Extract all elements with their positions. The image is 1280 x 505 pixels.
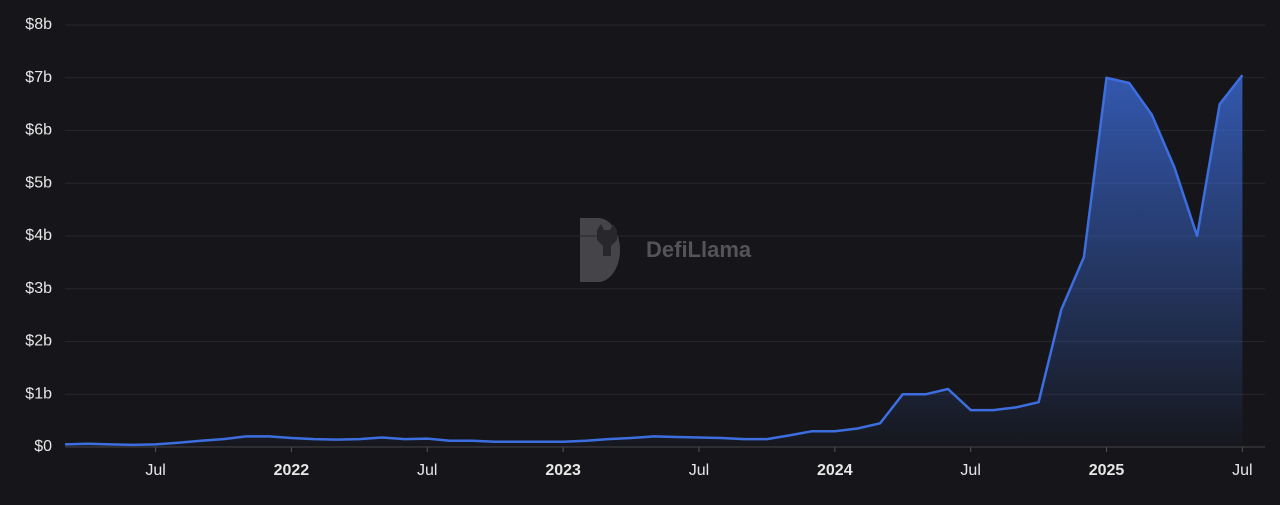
line: [64, 74, 1244, 447]
x-tick-label: 2022: [274, 462, 310, 479]
y-tick-label: $1b: [25, 385, 52, 402]
x-tick-label: Jul: [1232, 462, 1252, 479]
x-tick-label: Jul: [960, 462, 980, 479]
watermark: DefiLlama: [580, 218, 752, 282]
y-tick-label: $4b: [25, 227, 52, 244]
x-tick-label: Jul: [689, 462, 709, 479]
y-tick-label: $3b: [25, 280, 52, 297]
x-tick-label: 2025: [1089, 462, 1125, 479]
x-tick-label: 2023: [545, 462, 581, 479]
x-tick-label: Jul: [145, 462, 165, 479]
x-tick-label: Jul: [417, 462, 437, 479]
area-fill: [65, 75, 1243, 447]
watermark-llama: [597, 224, 617, 256]
watermark-text: DefiLlama: [646, 237, 752, 262]
y-tick-label: $2b: [25, 333, 52, 350]
y-tick-label: $8b: [25, 16, 52, 33]
y-tick-label: $7b: [25, 69, 52, 86]
y-tick-label: $5b: [25, 174, 52, 191]
y-tick-label: $0: [34, 438, 52, 455]
y-tick-label: $6b: [25, 122, 52, 139]
x-tick-label: 2024: [817, 462, 853, 479]
